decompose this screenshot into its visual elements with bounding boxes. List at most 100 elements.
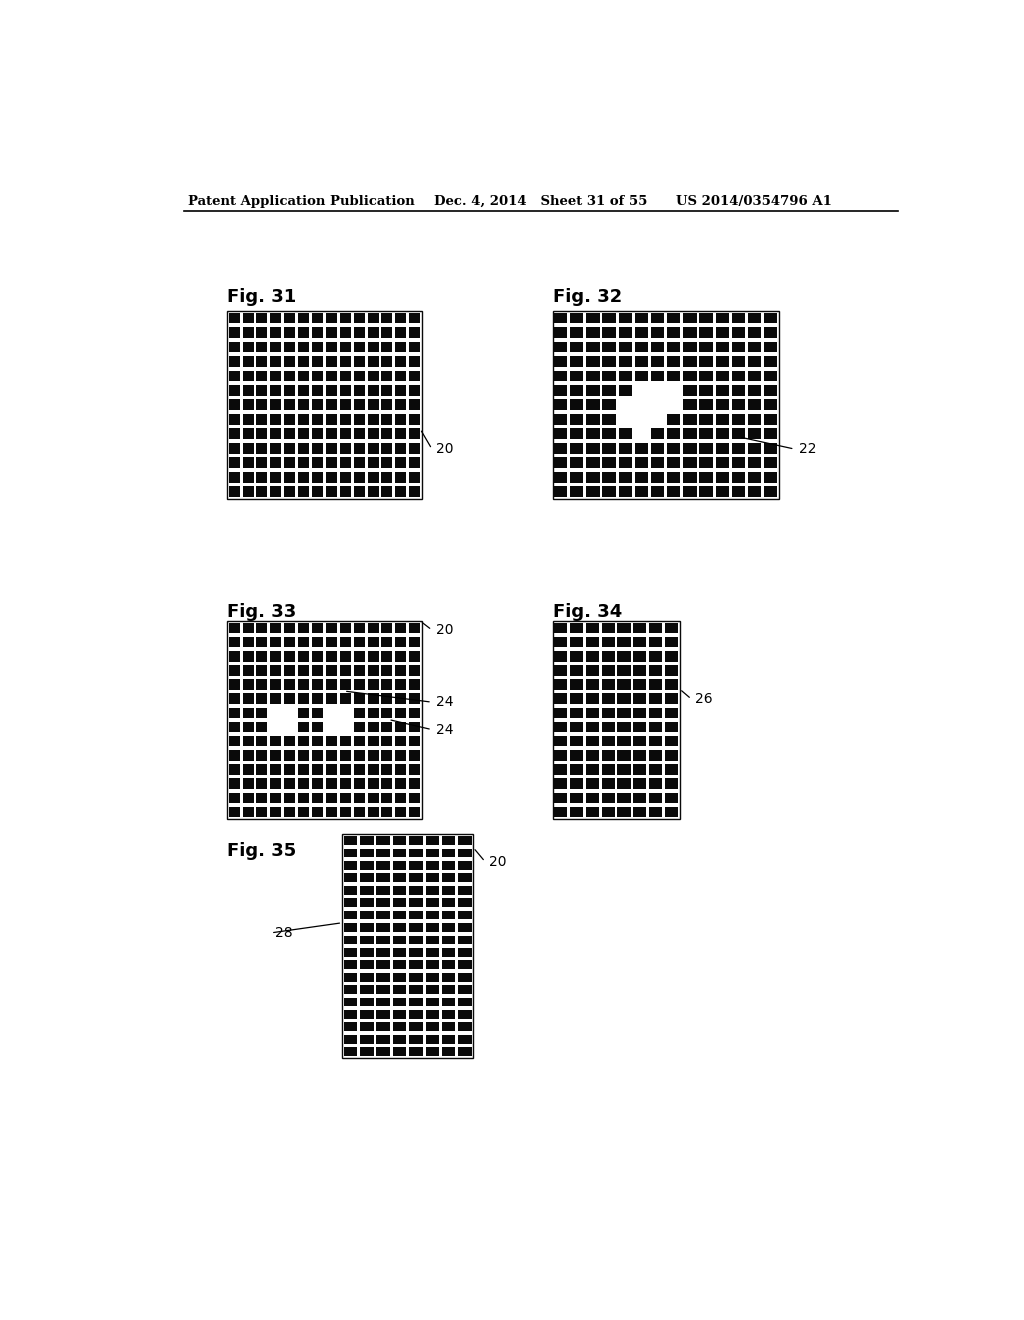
Bar [340,722,351,733]
Bar [368,313,379,323]
Bar [326,737,337,746]
Bar [368,651,379,661]
Bar [395,779,407,789]
Bar [618,457,632,469]
Bar [667,371,680,381]
Bar [381,651,392,661]
Bar [353,429,365,440]
Bar [312,693,323,704]
Bar [764,400,777,411]
Bar [617,708,631,718]
Bar [340,356,351,367]
Bar [377,1010,390,1019]
Bar [285,313,295,323]
Bar [256,356,267,367]
Bar [716,342,729,352]
Bar [256,400,267,411]
Bar [243,680,254,690]
Bar [426,948,439,957]
Bar [459,861,472,870]
Bar [312,779,323,789]
Bar [360,836,374,845]
Bar [395,665,407,676]
Bar [553,620,680,818]
Bar [649,792,663,803]
Bar [256,693,267,704]
Bar [699,385,713,396]
Bar [410,665,420,676]
Bar [634,680,646,690]
Bar [360,985,374,994]
Bar [602,414,615,425]
Bar [716,444,729,454]
Bar [570,444,584,454]
Bar [360,936,374,944]
Bar [410,985,423,994]
Bar [312,665,323,676]
Bar [410,1047,423,1056]
Bar [298,623,309,634]
Bar [228,429,240,440]
Bar [570,737,583,746]
Bar [270,400,282,411]
Bar [326,429,337,440]
Bar [649,750,663,760]
Bar [344,911,357,920]
Bar [340,623,351,634]
Bar [732,457,745,469]
Bar [587,457,600,469]
Bar [270,457,282,469]
Bar [353,693,365,704]
Bar [340,444,351,454]
Bar [381,737,392,746]
Bar [649,779,663,789]
Bar [360,849,374,857]
Bar [586,764,599,775]
Bar [459,998,472,1006]
Bar [442,886,456,895]
Bar [381,371,392,381]
Bar [764,471,777,483]
Bar [377,923,390,932]
Bar [228,371,240,381]
Bar [312,722,323,733]
Bar [381,792,392,803]
Bar [228,737,240,746]
Bar [298,651,309,661]
Bar [667,342,680,352]
Bar [699,414,713,425]
Bar [554,651,567,661]
Bar [353,651,365,661]
Bar [368,764,379,775]
Bar [395,371,407,381]
Bar [368,665,379,676]
Bar [683,400,696,411]
Bar [256,429,267,440]
Bar [243,636,254,647]
Bar [243,400,254,411]
Bar [459,936,472,944]
Bar [393,1023,407,1031]
Bar [344,1047,357,1056]
Bar [228,471,240,483]
Bar [716,327,729,338]
Bar [368,444,379,454]
Bar [587,356,600,367]
Bar [360,1010,374,1019]
Bar [634,636,646,647]
Bar [285,680,295,690]
Bar [393,836,407,845]
Bar [410,400,420,411]
Bar [326,356,337,367]
Bar [298,342,309,352]
Bar [667,414,680,425]
Bar [602,636,614,647]
Bar [635,371,648,381]
Bar [683,486,696,498]
Bar [270,342,282,352]
Bar [732,356,745,367]
Bar [442,1010,456,1019]
Bar [381,471,392,483]
Bar [634,651,646,661]
Text: 24: 24 [436,722,454,737]
